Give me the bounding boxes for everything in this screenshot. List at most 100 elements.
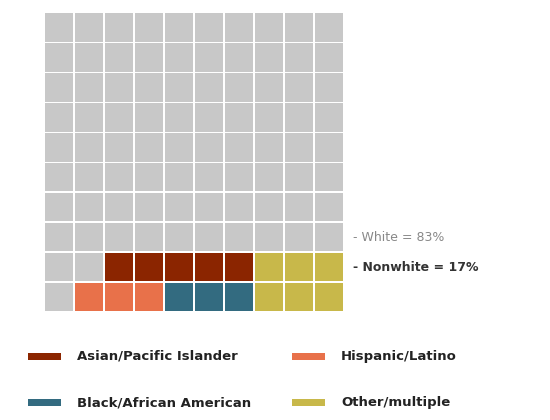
FancyBboxPatch shape [105,223,133,252]
FancyBboxPatch shape [105,193,133,221]
FancyBboxPatch shape [292,399,324,406]
FancyBboxPatch shape [45,133,74,162]
FancyBboxPatch shape [165,13,193,42]
FancyBboxPatch shape [225,43,253,72]
FancyBboxPatch shape [315,73,343,102]
FancyBboxPatch shape [225,73,253,102]
FancyBboxPatch shape [135,253,163,281]
FancyBboxPatch shape [165,73,193,102]
FancyBboxPatch shape [315,13,343,42]
FancyBboxPatch shape [45,43,74,72]
FancyBboxPatch shape [315,163,343,192]
FancyBboxPatch shape [75,73,103,102]
FancyBboxPatch shape [135,73,163,102]
FancyBboxPatch shape [255,43,283,72]
FancyBboxPatch shape [135,13,163,42]
FancyBboxPatch shape [225,133,253,162]
Text: Hispanic/Latino: Hispanic/Latino [341,350,457,363]
FancyBboxPatch shape [75,283,103,311]
FancyBboxPatch shape [284,43,313,72]
FancyBboxPatch shape [284,193,313,221]
FancyBboxPatch shape [165,283,193,311]
FancyBboxPatch shape [105,163,133,192]
FancyBboxPatch shape [45,103,74,131]
FancyBboxPatch shape [284,103,313,131]
FancyBboxPatch shape [195,283,223,311]
FancyBboxPatch shape [195,223,223,252]
FancyBboxPatch shape [225,193,253,221]
FancyBboxPatch shape [225,13,253,42]
FancyBboxPatch shape [195,13,223,42]
FancyBboxPatch shape [255,103,283,131]
FancyBboxPatch shape [225,163,253,192]
FancyBboxPatch shape [195,103,223,131]
FancyBboxPatch shape [284,133,313,162]
FancyBboxPatch shape [165,193,193,221]
Text: Black/African American: Black/African American [77,396,251,409]
FancyBboxPatch shape [284,163,313,192]
FancyBboxPatch shape [225,223,253,252]
FancyBboxPatch shape [45,73,74,102]
FancyBboxPatch shape [255,163,283,192]
FancyBboxPatch shape [195,133,223,162]
FancyBboxPatch shape [255,283,283,311]
Text: Asian/Pacific Islander: Asian/Pacific Islander [77,350,238,363]
FancyBboxPatch shape [135,103,163,131]
FancyBboxPatch shape [225,103,253,131]
FancyBboxPatch shape [225,283,253,311]
FancyBboxPatch shape [45,253,74,281]
FancyBboxPatch shape [135,193,163,221]
FancyBboxPatch shape [105,43,133,72]
FancyBboxPatch shape [45,283,74,311]
FancyBboxPatch shape [292,353,324,360]
FancyBboxPatch shape [195,73,223,102]
FancyBboxPatch shape [165,133,193,162]
FancyBboxPatch shape [105,73,133,102]
FancyBboxPatch shape [45,193,74,221]
FancyBboxPatch shape [165,163,193,192]
FancyBboxPatch shape [75,193,103,221]
FancyBboxPatch shape [284,223,313,252]
FancyBboxPatch shape [75,253,103,281]
FancyBboxPatch shape [315,43,343,72]
Text: - Nonwhite = 17%: - Nonwhite = 17% [353,260,478,273]
FancyBboxPatch shape [135,133,163,162]
FancyBboxPatch shape [28,353,60,360]
FancyBboxPatch shape [195,253,223,281]
FancyBboxPatch shape [45,13,74,42]
FancyBboxPatch shape [75,13,103,42]
FancyBboxPatch shape [75,103,103,131]
FancyBboxPatch shape [165,223,193,252]
FancyBboxPatch shape [135,43,163,72]
FancyBboxPatch shape [284,283,313,311]
FancyBboxPatch shape [105,103,133,131]
FancyBboxPatch shape [315,223,343,252]
FancyBboxPatch shape [284,253,313,281]
FancyBboxPatch shape [255,133,283,162]
FancyBboxPatch shape [75,163,103,192]
FancyBboxPatch shape [165,103,193,131]
FancyBboxPatch shape [135,163,163,192]
FancyBboxPatch shape [225,253,253,281]
FancyBboxPatch shape [315,133,343,162]
FancyBboxPatch shape [105,133,133,162]
FancyBboxPatch shape [75,223,103,252]
FancyBboxPatch shape [255,73,283,102]
FancyBboxPatch shape [45,163,74,192]
FancyBboxPatch shape [105,13,133,42]
FancyBboxPatch shape [165,43,193,72]
FancyBboxPatch shape [195,163,223,192]
FancyBboxPatch shape [255,13,283,42]
FancyBboxPatch shape [315,283,343,311]
Text: - White = 83%: - White = 83% [353,231,444,244]
FancyBboxPatch shape [315,193,343,221]
FancyBboxPatch shape [255,253,283,281]
FancyBboxPatch shape [105,283,133,311]
FancyBboxPatch shape [75,43,103,72]
FancyBboxPatch shape [105,253,133,281]
FancyBboxPatch shape [75,133,103,162]
FancyBboxPatch shape [165,253,193,281]
FancyBboxPatch shape [45,223,74,252]
FancyBboxPatch shape [195,43,223,72]
FancyBboxPatch shape [28,399,60,406]
